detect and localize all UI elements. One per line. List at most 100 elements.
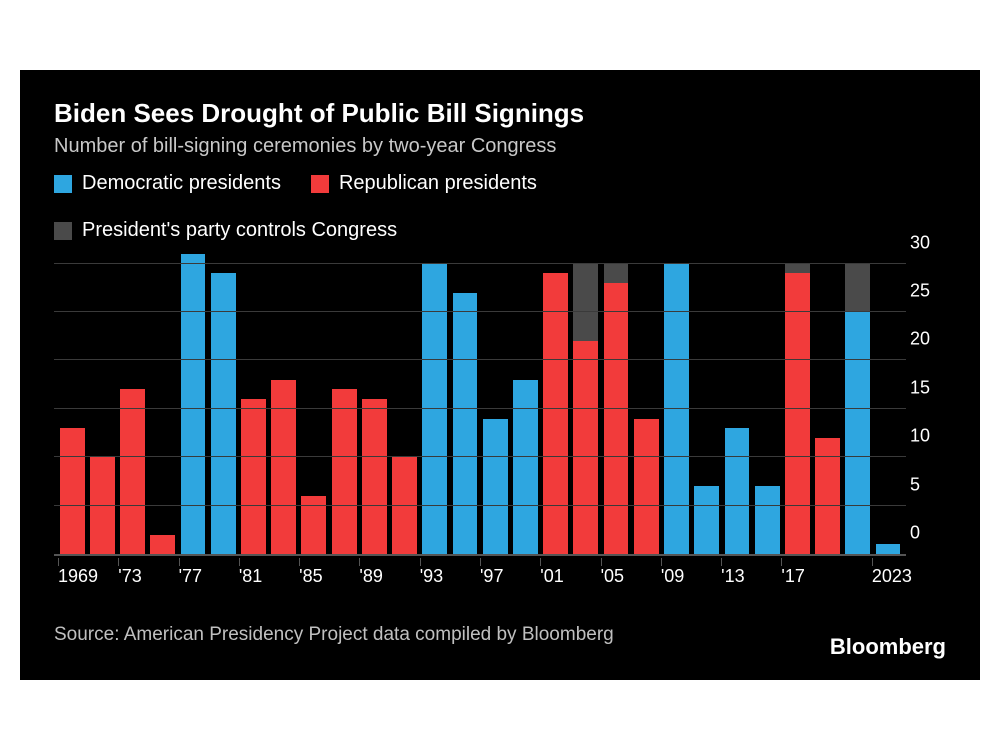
- legend-item: Republican presidents: [311, 172, 537, 195]
- x-axis: 1969'73'77'81'85'89'93'97'01'05'09'13'17…: [58, 558, 902, 584]
- x-tick-label: '09: [661, 566, 684, 587]
- bar-slot: [118, 254, 146, 554]
- legend-swatch: [54, 222, 72, 240]
- bar: [543, 273, 568, 554]
- bar-value: [120, 389, 145, 554]
- bar-slot: [451, 254, 479, 554]
- bar-slot: [421, 254, 449, 554]
- bar: [181, 254, 206, 554]
- bar-slot: [239, 254, 267, 554]
- bar-slot: [874, 254, 902, 554]
- bar-slot: [511, 254, 539, 554]
- bar: [60, 428, 85, 554]
- bar-slot: [844, 254, 872, 554]
- legend-label: Democratic presidents: [82, 172, 281, 195]
- bar: [120, 389, 145, 554]
- y-tick-label: 5: [910, 474, 946, 495]
- bar-value: [785, 273, 810, 554]
- x-tick-label: '13: [721, 566, 744, 587]
- y-tick-label: 10: [910, 426, 946, 447]
- bar: [634, 419, 659, 554]
- grid-line: [54, 263, 906, 264]
- x-tick: [721, 558, 722, 566]
- x-tick-label: '77: [179, 566, 202, 587]
- bar-slot: [330, 254, 358, 554]
- grid-line: [54, 408, 906, 409]
- brand-logo: Bloomberg: [830, 634, 946, 660]
- x-tick-label: '05: [601, 566, 624, 587]
- legend-label: President's party controls Congress: [82, 219, 397, 242]
- x-tick-label: 2023: [872, 566, 912, 587]
- x-tick: [781, 558, 782, 566]
- bar-value: [271, 380, 296, 554]
- grid-line: [54, 505, 906, 506]
- bar-slot: [602, 254, 630, 554]
- legend-swatch: [311, 175, 329, 193]
- x-tick: [179, 558, 180, 566]
- bar-value: [453, 293, 478, 554]
- bar: [362, 399, 387, 554]
- x-tick-label: '01: [540, 566, 563, 587]
- bar: [332, 389, 357, 554]
- bar-value: [60, 428, 85, 554]
- x-tick: [601, 558, 602, 566]
- x-tick: [661, 558, 662, 566]
- x-tick-label: '17: [781, 566, 804, 587]
- bar-value: [876, 544, 901, 554]
- bar-slot: [632, 254, 660, 554]
- legend-item: Democratic presidents: [54, 172, 281, 195]
- bar-value: [725, 428, 750, 554]
- chart-subtitle: Number of bill-signing ceremonies by two…: [54, 135, 946, 158]
- bar-slot: [783, 254, 811, 554]
- plot-area: 051015202530 1969'73'77'81'85'89'93'97'0…: [54, 254, 906, 584]
- legend: Democratic presidents Republican presiden…: [54, 172, 694, 242]
- bar-slot: [149, 254, 177, 554]
- bar-slot: [270, 254, 298, 554]
- bar-slot: [390, 254, 418, 554]
- x-tick-label: '73: [118, 566, 141, 587]
- x-tick: [58, 558, 59, 566]
- x-tick: [359, 558, 360, 566]
- bar: [604, 264, 629, 554]
- bar: [271, 380, 296, 554]
- bar-slot: [693, 254, 721, 554]
- bar: [422, 264, 447, 554]
- bar-value: [573, 341, 598, 554]
- grid-line: [54, 311, 906, 312]
- bar-slot: [58, 254, 86, 554]
- bar-slot: [813, 254, 841, 554]
- bar-value: [634, 419, 659, 554]
- bar-value: [150, 535, 175, 554]
- x-tick: [299, 558, 300, 566]
- bar: [513, 380, 538, 554]
- bar: [150, 535, 175, 554]
- bar-value: [211, 273, 236, 554]
- bar: [573, 264, 598, 554]
- x-tick-label: '89: [359, 566, 382, 587]
- bar-value: [604, 283, 629, 554]
- bar-slot: [481, 254, 509, 554]
- bar: [241, 399, 266, 554]
- bar-value: [422, 264, 447, 554]
- bar-slot: [88, 254, 116, 554]
- bar-value: [845, 312, 870, 554]
- bars-container: [58, 254, 902, 554]
- y-tick-label: 30: [910, 232, 946, 253]
- bar: [876, 544, 901, 554]
- x-tick-label: '97: [480, 566, 503, 587]
- x-tick-label: '85: [299, 566, 322, 587]
- legend-item: President's party controls Congress: [54, 219, 397, 242]
- bar-value: [513, 380, 538, 554]
- bar: [664, 264, 689, 554]
- bar-slot: [662, 254, 690, 554]
- x-tick: [480, 558, 481, 566]
- bar: [845, 264, 870, 554]
- chart-title: Biden Sees Drought of Public Bill Signin…: [54, 98, 946, 129]
- y-tick-label: 20: [910, 329, 946, 350]
- bar: [785, 264, 810, 554]
- x-tick: [540, 558, 541, 566]
- bar-slot: [209, 254, 237, 554]
- x-tick-label: '81: [239, 566, 262, 587]
- chart-card: Biden Sees Drought of Public Bill Signin…: [20, 70, 980, 680]
- bar-value: [483, 419, 508, 554]
